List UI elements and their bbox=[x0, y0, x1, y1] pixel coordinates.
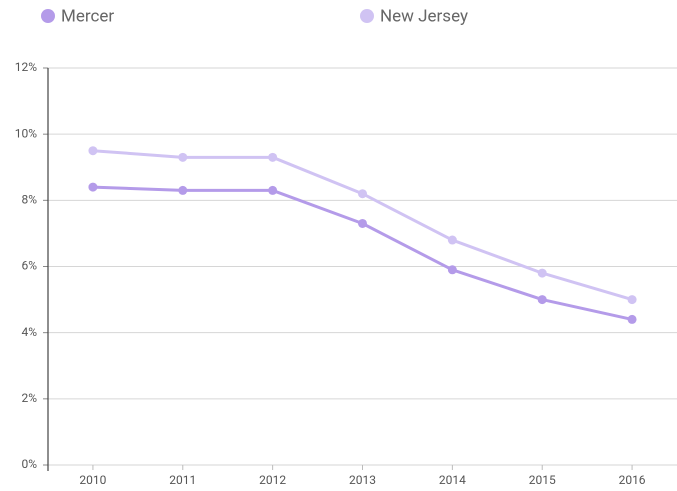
legend-marker bbox=[41, 9, 55, 23]
y-tick-label: 2% bbox=[21, 391, 37, 405]
y-tick-label: 6% bbox=[21, 259, 37, 273]
legend-label: Mercer bbox=[61, 6, 114, 26]
legend-label: New Jersey bbox=[380, 6, 468, 26]
data-point bbox=[627, 295, 637, 305]
data-point bbox=[88, 182, 98, 192]
x-tick-label: 2010 bbox=[79, 473, 106, 487]
x-tick-label: 2014 bbox=[439, 473, 466, 487]
data-point bbox=[447, 235, 457, 245]
data-point bbox=[178, 185, 188, 195]
data-point bbox=[268, 185, 278, 195]
data-point bbox=[268, 152, 278, 162]
data-point bbox=[537, 268, 547, 278]
y-tick-label: 4% bbox=[21, 325, 37, 339]
legend-marker bbox=[360, 9, 374, 23]
x-tick-label: 2013 bbox=[349, 473, 376, 487]
data-point bbox=[88, 146, 98, 156]
x-tick-label: 2016 bbox=[619, 473, 646, 487]
data-point bbox=[447, 265, 457, 275]
series-line bbox=[92, 185, 633, 321]
data-point bbox=[178, 152, 188, 162]
x-tick-label: 2015 bbox=[529, 473, 556, 487]
y-tick-label: 0% bbox=[21, 457, 37, 471]
y-tick-label: 10% bbox=[15, 126, 37, 140]
x-tick-label: 2011 bbox=[169, 473, 196, 487]
data-point bbox=[627, 314, 637, 324]
y-tick-label: 12% bbox=[15, 60, 37, 74]
x-tick-label: 2012 bbox=[259, 473, 286, 487]
data-point bbox=[537, 295, 547, 305]
data-point bbox=[358, 189, 367, 199]
y-tick-label: 8% bbox=[21, 193, 37, 207]
data-point bbox=[358, 218, 367, 228]
